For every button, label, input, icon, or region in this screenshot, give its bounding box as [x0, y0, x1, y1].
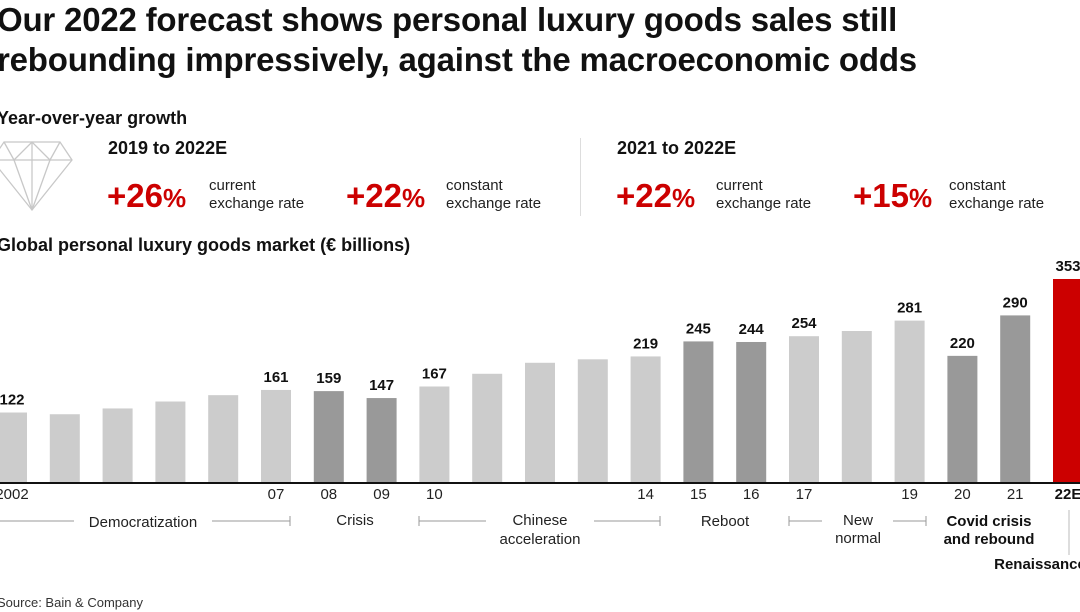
phase-label: normal: [835, 530, 881, 547]
phase-label: Reboot: [701, 513, 750, 530]
growth-value: +22%: [616, 177, 695, 215]
phase-label: acceleration: [500, 531, 581, 548]
x-tick-label: 20: [954, 486, 971, 503]
bar-2005: [155, 401, 186, 483]
data-label: 254: [791, 315, 817, 332]
bar-2002: [0, 412, 27, 483]
data-label: 220: [950, 335, 975, 352]
x-tick-label: 21: [1007, 486, 1024, 503]
phase-label: Democratization: [89, 514, 197, 531]
bar-2004: [102, 408, 133, 483]
growth-desc: constant exchange rate: [446, 177, 541, 213]
phase-label: New: [843, 512, 873, 529]
growth-desc: current exchange rate: [716, 177, 811, 213]
desc: exchange rate: [716, 195, 812, 212]
desc: exchange rate: [949, 195, 1045, 212]
x-tick-label: 14: [637, 486, 654, 503]
growth-value: +26%: [107, 177, 186, 215]
bar-2015: [683, 341, 714, 483]
bar-2013: [577, 359, 608, 483]
desc: current: [716, 177, 763, 194]
period-label-2019-2022: 2019 to 2022E: [108, 138, 228, 158]
data-label: 244: [739, 321, 765, 338]
value: +22: [346, 177, 402, 214]
x-tick-label: 17: [796, 486, 813, 503]
bar-2010: [419, 386, 450, 483]
bar-2006: [208, 395, 239, 483]
phase-label: Covid crisis: [946, 513, 1031, 530]
desc: exchange rate: [446, 195, 542, 212]
bar-2007: [261, 389, 291, 483]
phase-label: Crisis: [336, 512, 374, 529]
bar-2021: [1000, 315, 1031, 483]
desc: exchange rate: [209, 195, 305, 212]
desc: constant: [446, 177, 503, 194]
x-tick-label: 16: [743, 486, 760, 503]
bar-2017: [789, 336, 819, 483]
data-label: 167: [422, 365, 447, 382]
unit: %: [671, 183, 696, 213]
phase-label: and rebound: [944, 531, 1035, 548]
growth-desc: constant exchange rate: [949, 177, 1044, 213]
data-label: 353: [1055, 258, 1080, 275]
value: +22: [616, 177, 672, 214]
bar-2018: [841, 331, 872, 483]
phase-label: Chinese: [512, 512, 567, 529]
data-label: 290: [1003, 294, 1028, 311]
data-label: 281: [897, 300, 922, 317]
diamond-icon: [0, 141, 73, 212]
period-label-2021-2022: 2021 to 2022E: [617, 138, 737, 158]
bar-2012: [525, 362, 555, 483]
title-line-1: Our 2022 forecast shows personal luxury …: [0, 1, 898, 38]
value: +26: [107, 177, 163, 214]
title-line-2: rebounding impressively, against the mac…: [0, 41, 917, 78]
bar-2009: [366, 398, 397, 483]
bar-2014: [630, 356, 661, 483]
desc: constant: [949, 177, 1006, 194]
phase-brackets: [0, 510, 1070, 555]
desc: current: [209, 177, 256, 194]
data-label: 161: [263, 369, 288, 386]
growth-value: +15%: [853, 177, 932, 215]
x-tick-label: 22E: [1055, 486, 1080, 503]
source-note: Source: Bain & Company: [0, 595, 143, 610]
data-label: 159: [316, 370, 341, 387]
value: +15: [853, 177, 909, 214]
x-tick-label: 15: [690, 486, 707, 503]
unit: %: [162, 183, 187, 213]
x-tick-label: 08: [320, 486, 337, 503]
x-tick-label: 19: [901, 486, 918, 503]
growth-value: +22%: [346, 177, 425, 215]
bar-2020: [947, 355, 978, 483]
bar-2003: [49, 414, 80, 483]
data-label: 245: [686, 320, 711, 337]
data-label: 219: [633, 335, 658, 352]
growth-desc: current exchange rate: [209, 177, 304, 213]
bar-2011: [472, 373, 503, 483]
data-label: 122: [0, 391, 25, 408]
unit: %: [401, 183, 426, 213]
x-tick-label: 07: [268, 486, 285, 503]
chart-title: Global personal luxury goods market (€ b…: [0, 235, 411, 255]
bar-2022E: [1053, 279, 1080, 483]
growth-heading: Year-over-year growth: [0, 108, 188, 128]
page-title: Our 2022 forecast shows personal luxury …: [0, 0, 917, 80]
x-tick-label: 10: [426, 486, 443, 503]
bar-2016: [736, 341, 767, 483]
bar-2008: [313, 391, 344, 483]
x-tick-label: 09: [373, 486, 390, 503]
divider: [580, 138, 581, 216]
phase-label: Renaissance: [994, 556, 1080, 573]
unit: %: [908, 183, 933, 213]
bar-2019: [894, 320, 925, 483]
data-label: 147: [369, 377, 394, 394]
